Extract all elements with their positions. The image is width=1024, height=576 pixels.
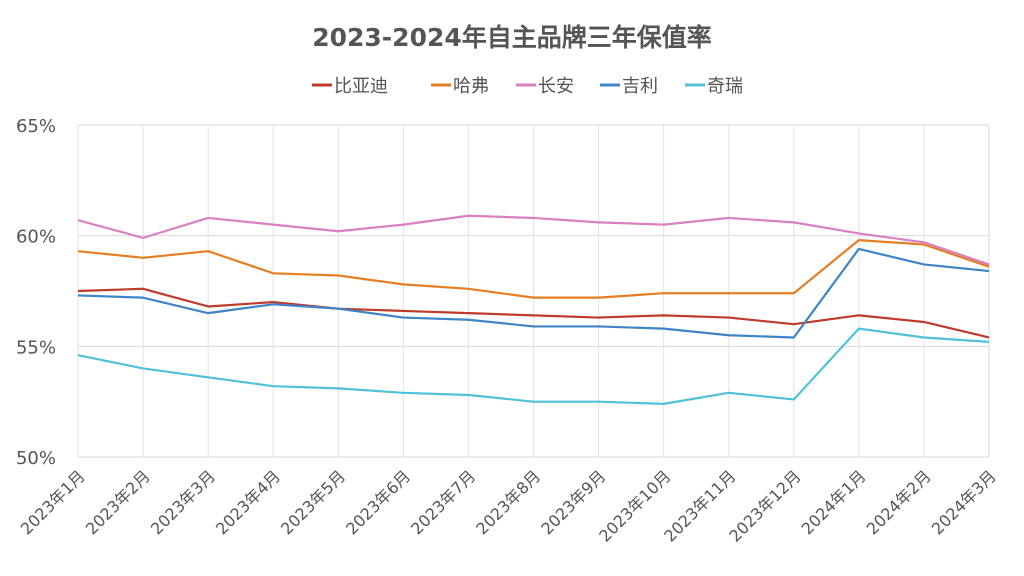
x-tick-label: 2024年2月: [863, 466, 935, 538]
x-tick-label: 2023年4月: [212, 466, 284, 538]
legend: 比亚迪 哈弗 长安 吉利 奇瑞: [312, 76, 743, 97]
y-tick-label: 65%: [16, 116, 56, 137]
legend-label: 比亚迪: [334, 76, 388, 97]
y-tick-label: 50%: [16, 448, 56, 469]
grid: [77, 124, 990, 458]
legend-label: 吉利: [622, 76, 658, 97]
x-tick-label: 2023年8月: [472, 466, 544, 538]
legend-label: 长安: [538, 76, 574, 97]
x-tick-label: 2023年1月: [17, 466, 89, 538]
series-lines: [77, 214, 990, 405]
y-tick-label: 55%: [16, 337, 56, 358]
x-tick-label: 2023年2月: [82, 466, 154, 538]
x-tick-label: 2024年3月: [928, 466, 1000, 538]
x-tick-label: 2023年5月: [277, 466, 349, 538]
legend-label: 哈弗: [453, 76, 489, 97]
x-tick-label: 2023年6月: [342, 466, 414, 538]
y-tick-label: 60%: [16, 227, 56, 248]
x-tick-label: 2023年3月: [147, 466, 219, 538]
x-tick-label: 2024年1月: [798, 466, 870, 538]
x-tick-label: 2023年7月: [407, 466, 479, 538]
legend-label: 奇瑞: [707, 76, 743, 97]
chart-title: 2023-2024年自主品牌三年保值率: [312, 23, 712, 52]
y-axis: 50% 55% 60% 65%: [16, 116, 56, 469]
x-axis: 2023年1月2023年2月2023年3月2023年4月2023年5月2023年…: [17, 466, 1000, 545]
